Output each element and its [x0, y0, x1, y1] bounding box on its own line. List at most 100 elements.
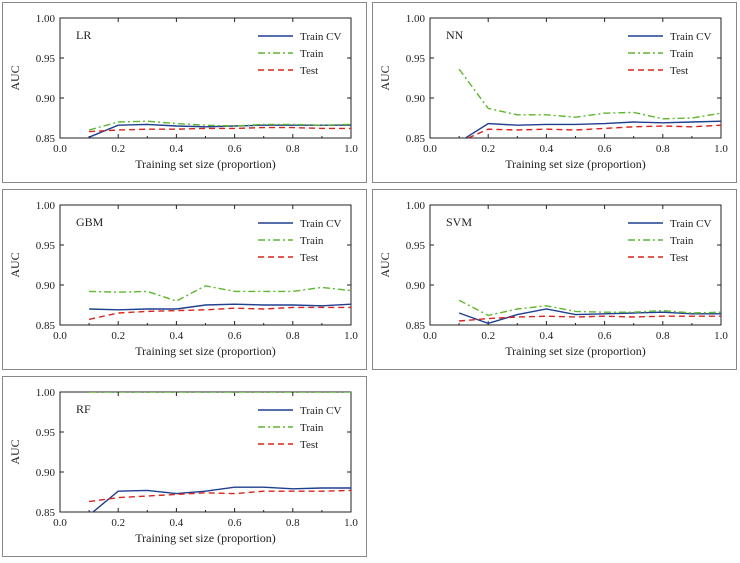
- y-axis-label: AUC: [8, 252, 22, 277]
- y-tick-label: 0.95: [36, 53, 56, 65]
- x-tick-label: 0.2: [481, 143, 495, 155]
- legend-label: Test: [670, 65, 688, 77]
- y-tick-label: 0.90: [36, 467, 56, 479]
- y-tick-label: 1.00: [406, 200, 426, 212]
- y-tick-label: 1.00: [36, 13, 56, 25]
- x-tick-label: 0.4: [540, 143, 554, 155]
- x-tick-label: 0.6: [598, 330, 612, 342]
- y-tick-label: 1.00: [36, 387, 56, 399]
- chart-panel-nn: 0.0 0.2 0.4 0.6 0.8 1.0 0.85 0.90 0.95 1.00 Traini…: [372, 2, 737, 183]
- y-tick-label: 0.85: [406, 133, 426, 145]
- series-line-train: [458, 68, 721, 120]
- x-tick-label: 0.2: [111, 517, 125, 529]
- chart-panel-rf: 0.0 0.2 0.4 0.6 0.8 1.0 0.85 0.90 0.95 1.00 Traini…: [2, 376, 367, 557]
- legend-label: Train: [300, 48, 324, 60]
- chart-lr: 0.0 0.2 0.4 0.6 0.8 1.0 0.85 0.90 0.95 1.00 Traini…: [8, 13, 358, 171]
- x-tick-label: 0.6: [598, 143, 612, 155]
- x-tick-label: 0.2: [481, 330, 495, 342]
- legend-label: Train CV: [670, 218, 712, 230]
- series-group: [458, 299, 721, 325]
- x-tick-label: 0.4: [170, 143, 184, 155]
- x-tick-label: 0.4: [540, 330, 554, 342]
- y-axis-label: AUC: [8, 65, 22, 90]
- x-tick-label: 0.6: [228, 143, 242, 155]
- x-tick-label: 0.8: [286, 330, 300, 342]
- legend-label: Train: [300, 235, 324, 247]
- series-group: [89, 392, 351, 512]
- y-tick-label: 1.00: [36, 200, 56, 212]
- y-tick-label: 0.90: [406, 280, 426, 292]
- x-axis-label: Training set size (proportion): [135, 344, 276, 358]
- y-tick-label: 0.95: [36, 240, 56, 252]
- legend-label: Test: [300, 65, 318, 77]
- series-line-train: [458, 299, 721, 317]
- series-line-test: [459, 315, 721, 322]
- series-group: [458, 68, 721, 138]
- y-axis-label: AUC: [378, 65, 392, 90]
- chart-nn: 0.0 0.2 0.4 0.6 0.8 1.0 0.85 0.90 0.95 1.00 Traini…: [378, 13, 728, 171]
- x-tick-label: 0.0: [423, 143, 437, 155]
- x-tick-label: 0.0: [53, 330, 67, 342]
- chart-rf: 0.0 0.2 0.4 0.6 0.8 1.0 0.85 0.90 0.95 1.00 Traini…: [8, 387, 358, 545]
- legend-label: Train CV: [300, 218, 342, 230]
- y-tick-label: 0.85: [36, 507, 56, 519]
- x-tick-label: 1.0: [344, 330, 358, 342]
- y-tick-label: 0.85: [406, 320, 426, 332]
- y-axis-label: AUC: [8, 439, 22, 464]
- x-tick-label: 1.0: [344, 143, 358, 155]
- series-line-train-cv: [88, 123, 351, 138]
- y-tick-label: 0.95: [36, 427, 56, 439]
- chart-title: LR: [76, 28, 91, 42]
- chart-panel-gbm: 0.0 0.2 0.4 0.6 0.8 1.0 0.85 0.90 0.95 1.00 Traini…: [2, 189, 367, 370]
- x-tick-label: 0.0: [423, 330, 437, 342]
- x-tick-label: 0.4: [170, 517, 184, 529]
- legend-label: Train: [670, 48, 694, 60]
- x-tick-label: 1.0: [344, 517, 358, 529]
- y-tick-label: 0.90: [36, 93, 56, 105]
- y-tick-label: 0.90: [36, 280, 56, 292]
- series-line-test: [89, 126, 351, 133]
- x-tick-label: 0.0: [53, 517, 67, 529]
- legend-label: Train: [300, 422, 324, 434]
- series-line-train: [89, 285, 351, 302]
- x-tick-label: 0.8: [286, 143, 300, 155]
- x-tick-label: 1.0: [714, 330, 728, 342]
- chart-title: RF: [76, 402, 91, 416]
- x-axis-label: Training set size (proportion): [505, 157, 646, 171]
- series-group: [88, 120, 351, 138]
- x-axis-label: Training set size (proportion): [505, 344, 646, 358]
- chart-panel-svm: 0.0 0.2 0.4 0.6 0.8 1.0 0.85 0.90 0.95 1.00 Traini…: [372, 189, 737, 370]
- chart-title: NN: [446, 28, 464, 42]
- legend-label: Train CV: [670, 31, 712, 43]
- x-tick-label: 0.8: [286, 517, 300, 529]
- x-axis-label: Training set size (proportion): [135, 531, 276, 545]
- x-tick-label: 0.8: [656, 143, 670, 155]
- series-line-test: [89, 489, 351, 503]
- legend-label: Train: [670, 235, 694, 247]
- y-tick-label: 0.90: [406, 93, 426, 105]
- x-tick-label: 0.2: [111, 330, 125, 342]
- legend-label: Train CV: [300, 31, 342, 43]
- y-tick-label: 0.95: [406, 53, 426, 65]
- series-line-train-cv: [89, 303, 351, 311]
- chart-gbm: 0.0 0.2 0.4 0.6 0.8 1.0 0.85 0.90 0.95 1.00 Traini…: [8, 200, 358, 358]
- x-tick-label: 1.0: [714, 143, 728, 155]
- series-line-train-cv: [91, 486, 351, 512]
- chart-svm: 0.0 0.2 0.4 0.6 0.8 1.0 0.85 0.90 0.95 1.00 Traini…: [378, 200, 728, 358]
- x-tick-label: 0.6: [228, 517, 242, 529]
- legend-label: Test: [670, 252, 688, 264]
- x-tick-label: 0.2: [111, 143, 125, 155]
- series-line-test: [88, 306, 351, 321]
- y-tick-label: 0.85: [36, 320, 56, 332]
- series-group: [88, 285, 351, 321]
- y-tick-label: 0.85: [36, 133, 56, 145]
- y-axis-label: AUC: [378, 252, 392, 277]
- chart-panel-lr: 0.0 0.2 0.4 0.6 0.8 1.0 0.85 0.90 0.95 1.00 Traini…: [2, 2, 367, 183]
- x-tick-label: 0.6: [228, 330, 242, 342]
- x-tick-label: 0.0: [53, 143, 67, 155]
- x-axis-label: Training set size (proportion): [135, 157, 276, 171]
- series-line-train-cv: [464, 120, 721, 138]
- series-line-train-cv: [458, 308, 721, 325]
- x-tick-label: 0.4: [170, 330, 184, 342]
- x-tick-label: 0.8: [656, 330, 670, 342]
